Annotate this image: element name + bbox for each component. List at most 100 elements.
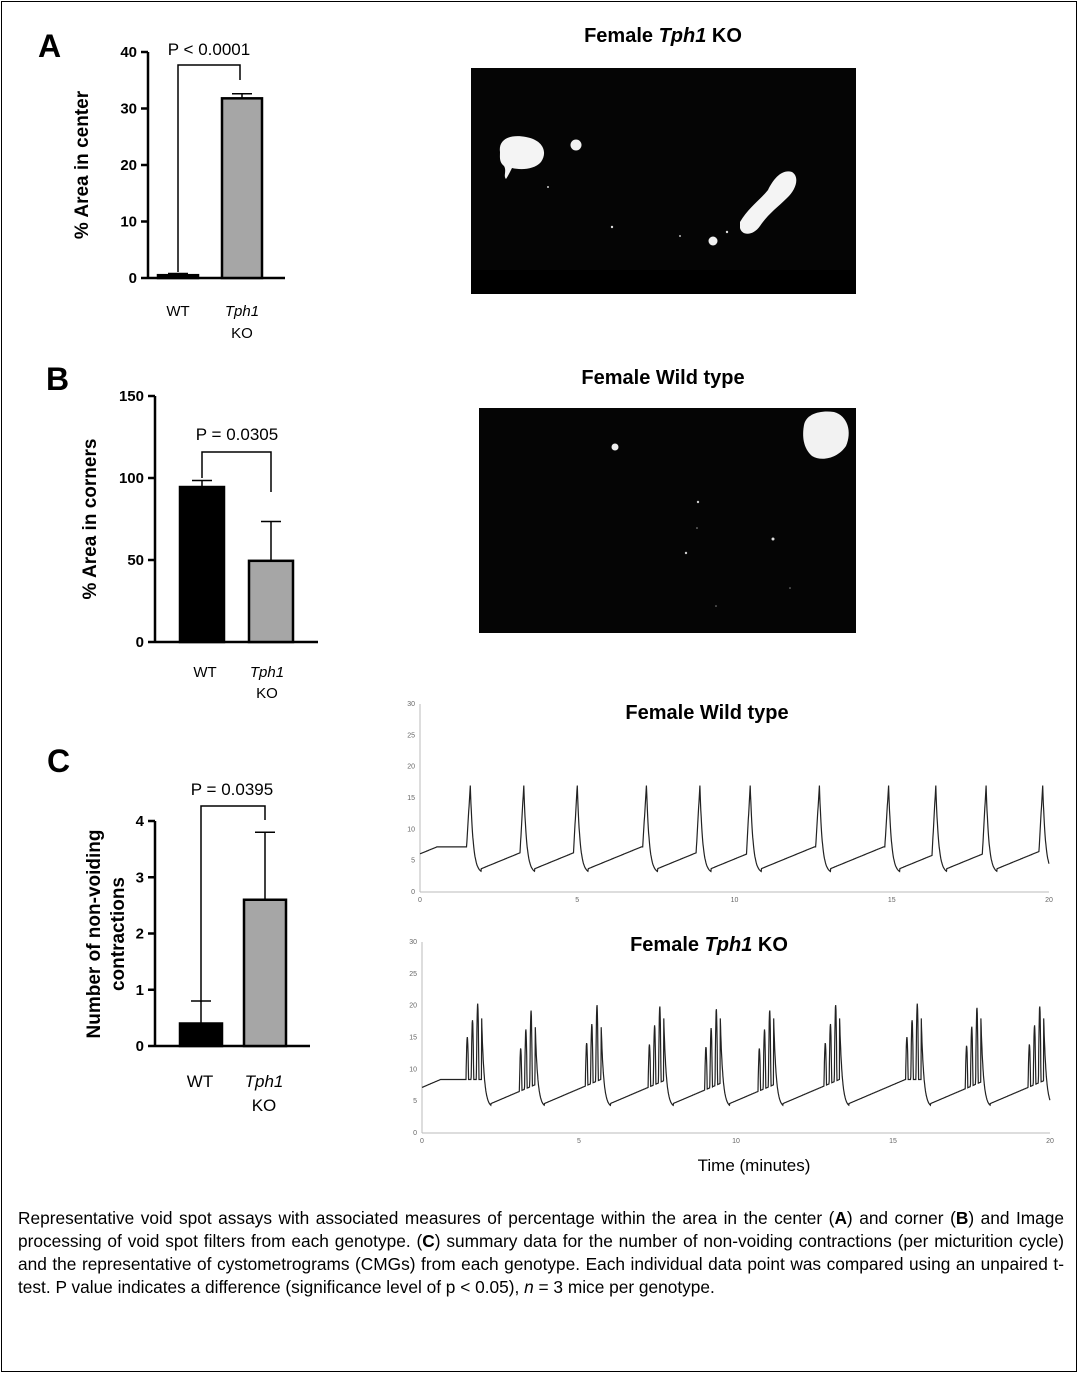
figure-canvas: A 0 10 20 30 40 % Area in center P < 0.0001 …	[38, 25, 1054, 1175]
cmg-x-tick-label: 15	[888, 897, 896, 904]
chart-c-p-value: P = 0.0395	[191, 780, 273, 799]
chart-b-category-tph1: Tph1	[250, 664, 284, 681]
cmg-y-tick-label: 20	[407, 764, 415, 771]
chart-c-significance-bracket	[200, 805, 266, 1002]
image-b-title: Female Wild type	[581, 367, 744, 389]
chart-c-category-ko: KO	[252, 1096, 277, 1115]
void-spot	[611, 443, 619, 451]
caption-text: ) and corner (	[846, 1208, 956, 1228]
caption-text: ) and Image processing of void spot filt…	[18, 1208, 1064, 1251]
y-tick-label: 10	[120, 214, 137, 231]
void-spot	[740, 171, 797, 234]
y-tick-label: 50	[127, 552, 144, 569]
chart-b-category-wt: WT	[193, 664, 216, 681]
void-spot-image-b	[479, 408, 856, 633]
image-a-title: Female Tph1 KO	[584, 25, 742, 47]
caption-ref-c: C	[422, 1231, 435, 1251]
chart-a-category-ko: KO	[231, 325, 253, 342]
y-tick-label: 30	[120, 101, 137, 118]
chart-b-p-value: P = 0.0305	[196, 425, 278, 444]
chart-b-bars	[178, 479, 295, 644]
chart-b-ylabel: % Area in corners	[80, 439, 101, 600]
y-tick-label: 100	[119, 470, 144, 487]
y-tick-label: 3	[136, 869, 144, 886]
cmg-x-tick-label: 20	[1045, 897, 1053, 904]
caption-text: = 3 mice per genotype.	[533, 1277, 715, 1297]
chart-b-category-ko: KO	[256, 685, 278, 702]
cmg-x-tick-label: 20	[1046, 1138, 1054, 1145]
chart-c: 0 1 2 3 4 Number of non-voiding contractions…	[84, 780, 310, 1115]
cmg-x-tick-label: 0	[418, 897, 422, 904]
bar-tph1	[220, 97, 264, 280]
chart-c-category-tph1: Tph1	[245, 1072, 284, 1091]
cmg-y-tick-label: 20	[409, 1003, 417, 1010]
caption-n: n	[524, 1277, 534, 1297]
y-tick-label: 20	[120, 157, 137, 174]
cmg-tph1-ko: 0 5 10 15 20 25 30 0 5 10 15 20 Female Tph1 KO Time…	[409, 934, 1054, 1175]
chart-a-p-value: P < 0.0001	[168, 40, 250, 59]
chart-b: 0 50 100 150 % Area in corners P = 0.0305 W…	[80, 388, 318, 702]
cmg-ko-ticks: 0 5 10 15 20 25 30 0 5 10 15 20	[409, 939, 1054, 1145]
y-tick-label: 150	[119, 388, 144, 405]
cmg-y-tick-label: 5	[413, 1098, 417, 1105]
cmg-y-tick-label: 5	[411, 858, 415, 865]
cmg-y-tick-label: 0	[413, 1130, 417, 1137]
chart-a-significance-bracket	[177, 64, 241, 272]
cmg-wt-trace	[419, 785, 1050, 873]
y-tick-label: 0	[136, 1038, 144, 1055]
cmg-y-tick-label: 10	[407, 826, 415, 833]
chart-c-ylabel-line1: Number of non-voiding	[84, 830, 105, 1039]
chart-a-category-wt: WT	[166, 303, 189, 320]
cmg-x-tick-label: 5	[577, 1138, 581, 1145]
cmg-y-tick-label: 25	[407, 732, 415, 739]
y-tick-label: 0	[129, 270, 137, 287]
cmg-ko-title: Female Tph1 KO	[630, 934, 788, 956]
void-spot-image-a	[471, 68, 856, 294]
cmg-x-tick-label: 5	[575, 897, 579, 904]
y-tick-label: 1	[136, 982, 144, 999]
bar-wt	[178, 485, 226, 644]
cmg-y-tick-label: 25	[409, 971, 417, 978]
y-tick-label: 0	[136, 634, 144, 651]
bar-tph1	[247, 559, 295, 644]
void-spot	[708, 236, 718, 246]
caption-ref-a: A	[834, 1208, 847, 1228]
void-spot	[499, 136, 545, 179]
cmg-wild-type: 0 5 10 15 20 25 30 0 5 10 15 20 Female Wild type	[407, 701, 1053, 904]
chart-a: 0 10 20 30 40 % Area in center P < 0.0001 WT…	[72, 40, 285, 342]
y-tick-label: 2	[136, 926, 144, 943]
cmg-x-tick-label: 15	[889, 1138, 897, 1145]
chart-c-category-wt: WT	[187, 1072, 213, 1091]
bar-tph1	[242, 898, 288, 1048]
y-tick-label: 40	[120, 44, 137, 61]
bar-wt	[156, 273, 200, 280]
chart-a-yticks: 0 10 20 30 40	[120, 44, 148, 287]
cmg-y-tick-label: 15	[409, 1035, 417, 1042]
cmg-x-axis-label: Time (minutes)	[698, 1156, 811, 1175]
figure-caption: Representative void spot assays with ass…	[18, 1207, 1064, 1299]
cmg-wt-ticks: 0 5 10 15 20 25 30 0 5 10 15 20	[407, 701, 1053, 904]
caption-text: ) summary data for the number of non-voi…	[18, 1231, 1064, 1297]
chart-a-bars	[156, 93, 264, 280]
chart-b-yticks: 0 50 100 150	[119, 388, 155, 651]
void-spot	[570, 139, 582, 151]
cmg-y-tick-label: 30	[407, 701, 415, 708]
cmg-y-tick-label: 10	[409, 1066, 417, 1073]
caption-ref-b: B	[955, 1208, 969, 1228]
cmg-x-tick-label: 0	[420, 1138, 424, 1145]
cmg-ko-trace	[421, 1003, 1051, 1107]
chart-b-significance-bracket	[201, 451, 272, 492]
panel-letter-a: A	[38, 28, 61, 64]
cmg-x-tick-label: 10	[731, 897, 739, 904]
chart-a-category-tph1: Tph1	[225, 303, 259, 320]
void-spot	[803, 411, 849, 459]
chart-c-yticks: 0 1 2 3 4	[136, 813, 155, 1055]
chart-c-bars	[178, 831, 288, 1048]
cmg-x-tick-label: 10	[732, 1138, 740, 1145]
panel-letter-c: C	[47, 743, 70, 779]
cmg-y-tick-label: 0	[411, 889, 415, 896]
caption-text: Representative void spot assays with ass…	[18, 1208, 835, 1228]
panel-letter-b: B	[46, 361, 69, 397]
bar-wt	[178, 1022, 224, 1048]
